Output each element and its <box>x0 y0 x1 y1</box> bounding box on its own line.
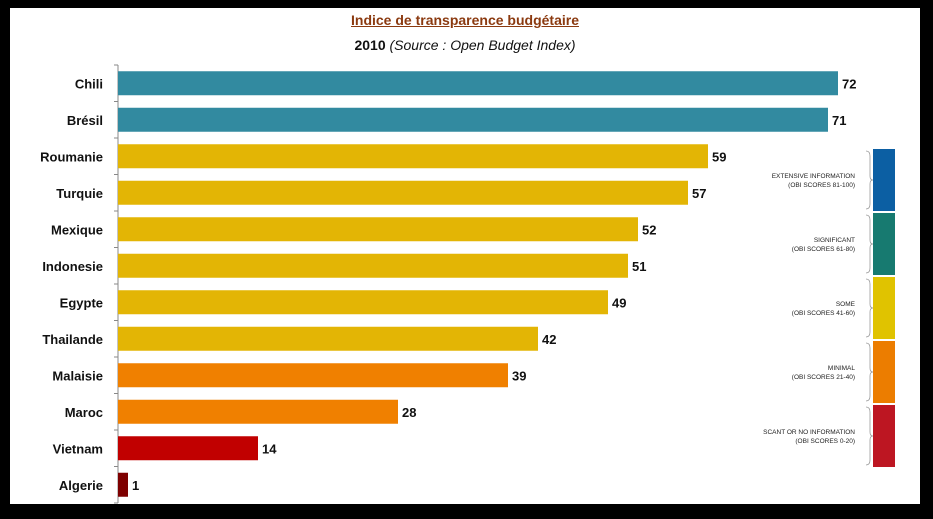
subtitle-source: (Source : Open Budget Index) <box>389 37 576 53</box>
legend-bracket <box>865 406 874 466</box>
data-label: 42 <box>542 332 556 347</box>
data-label: 57 <box>692 186 706 201</box>
data-label: 28 <box>402 405 416 420</box>
bar <box>118 363 508 388</box>
bar <box>118 290 608 315</box>
bar <box>118 144 708 169</box>
subtitle-year: 2010 <box>354 37 386 53</box>
data-label: 49 <box>612 295 626 310</box>
bar <box>118 180 688 205</box>
category-label: Vietnam <box>53 441 103 456</box>
data-label: 52 <box>642 222 656 237</box>
bar <box>118 472 128 497</box>
data-label: 59 <box>712 149 726 164</box>
legend-label: SCANT OR NO INFORMATION <box>763 429 855 436</box>
category-label: Chili <box>75 76 103 91</box>
legend-bracket <box>865 150 874 210</box>
legend-range-label: (OBI SCORES 0-20) <box>795 438 855 445</box>
category-label: Brésil <box>67 113 103 128</box>
legend-bracket <box>865 278 874 338</box>
legend-swatch <box>873 405 895 467</box>
legend-swatch <box>873 149 895 211</box>
legend-range-label: (OBI SCORES 81-100) <box>788 182 855 189</box>
category-label: Indonesie <box>42 259 103 274</box>
legend-label: SOME <box>836 301 856 308</box>
bar <box>118 399 398 424</box>
category-label: Turquie <box>56 186 103 201</box>
bar <box>118 71 838 96</box>
legend-bracket <box>865 214 874 274</box>
data-label: 14 <box>262 441 277 456</box>
category-label: Thailande <box>42 332 103 347</box>
category-label: Maroc <box>65 405 103 420</box>
bar <box>118 107 828 132</box>
category-label: Roumanie <box>40 149 103 164</box>
legend-range-label: (OBI SCORES 61-80) <box>792 246 855 253</box>
data-label: 51 <box>632 259 646 274</box>
bar <box>118 326 538 351</box>
legend-swatch <box>873 341 895 403</box>
legend-label: MINIMAL <box>828 365 855 372</box>
data-label: 1 <box>132 478 139 493</box>
category-label: Mexique <box>51 222 103 237</box>
bar <box>118 436 258 461</box>
legend-label: EXTENSIVE INFORMATION <box>772 173 856 180</box>
category-label: Egypte <box>60 295 103 310</box>
legend-range-label: (OBI SCORES 21-40) <box>792 374 855 381</box>
bar <box>118 217 638 242</box>
data-label: 71 <box>832 113 846 128</box>
category-label: Malaisie <box>52 368 103 383</box>
legend-label: SIGNIFICANT <box>814 237 855 244</box>
legend-swatch <box>873 277 895 339</box>
data-label: 39 <box>512 368 526 383</box>
legend-range-label: (OBI SCORES 41-60) <box>792 310 855 317</box>
legend-bracket <box>865 342 874 402</box>
data-label: 72 <box>842 76 856 91</box>
legend-swatch <box>873 213 895 275</box>
category-label: Algerie <box>59 478 103 493</box>
bar <box>118 253 628 278</box>
chart-subtitle: 2010 (Source : Open Budget Index) <box>0 37 930 53</box>
chart-title: Indice de transparence budgétaire <box>351 12 579 28</box>
